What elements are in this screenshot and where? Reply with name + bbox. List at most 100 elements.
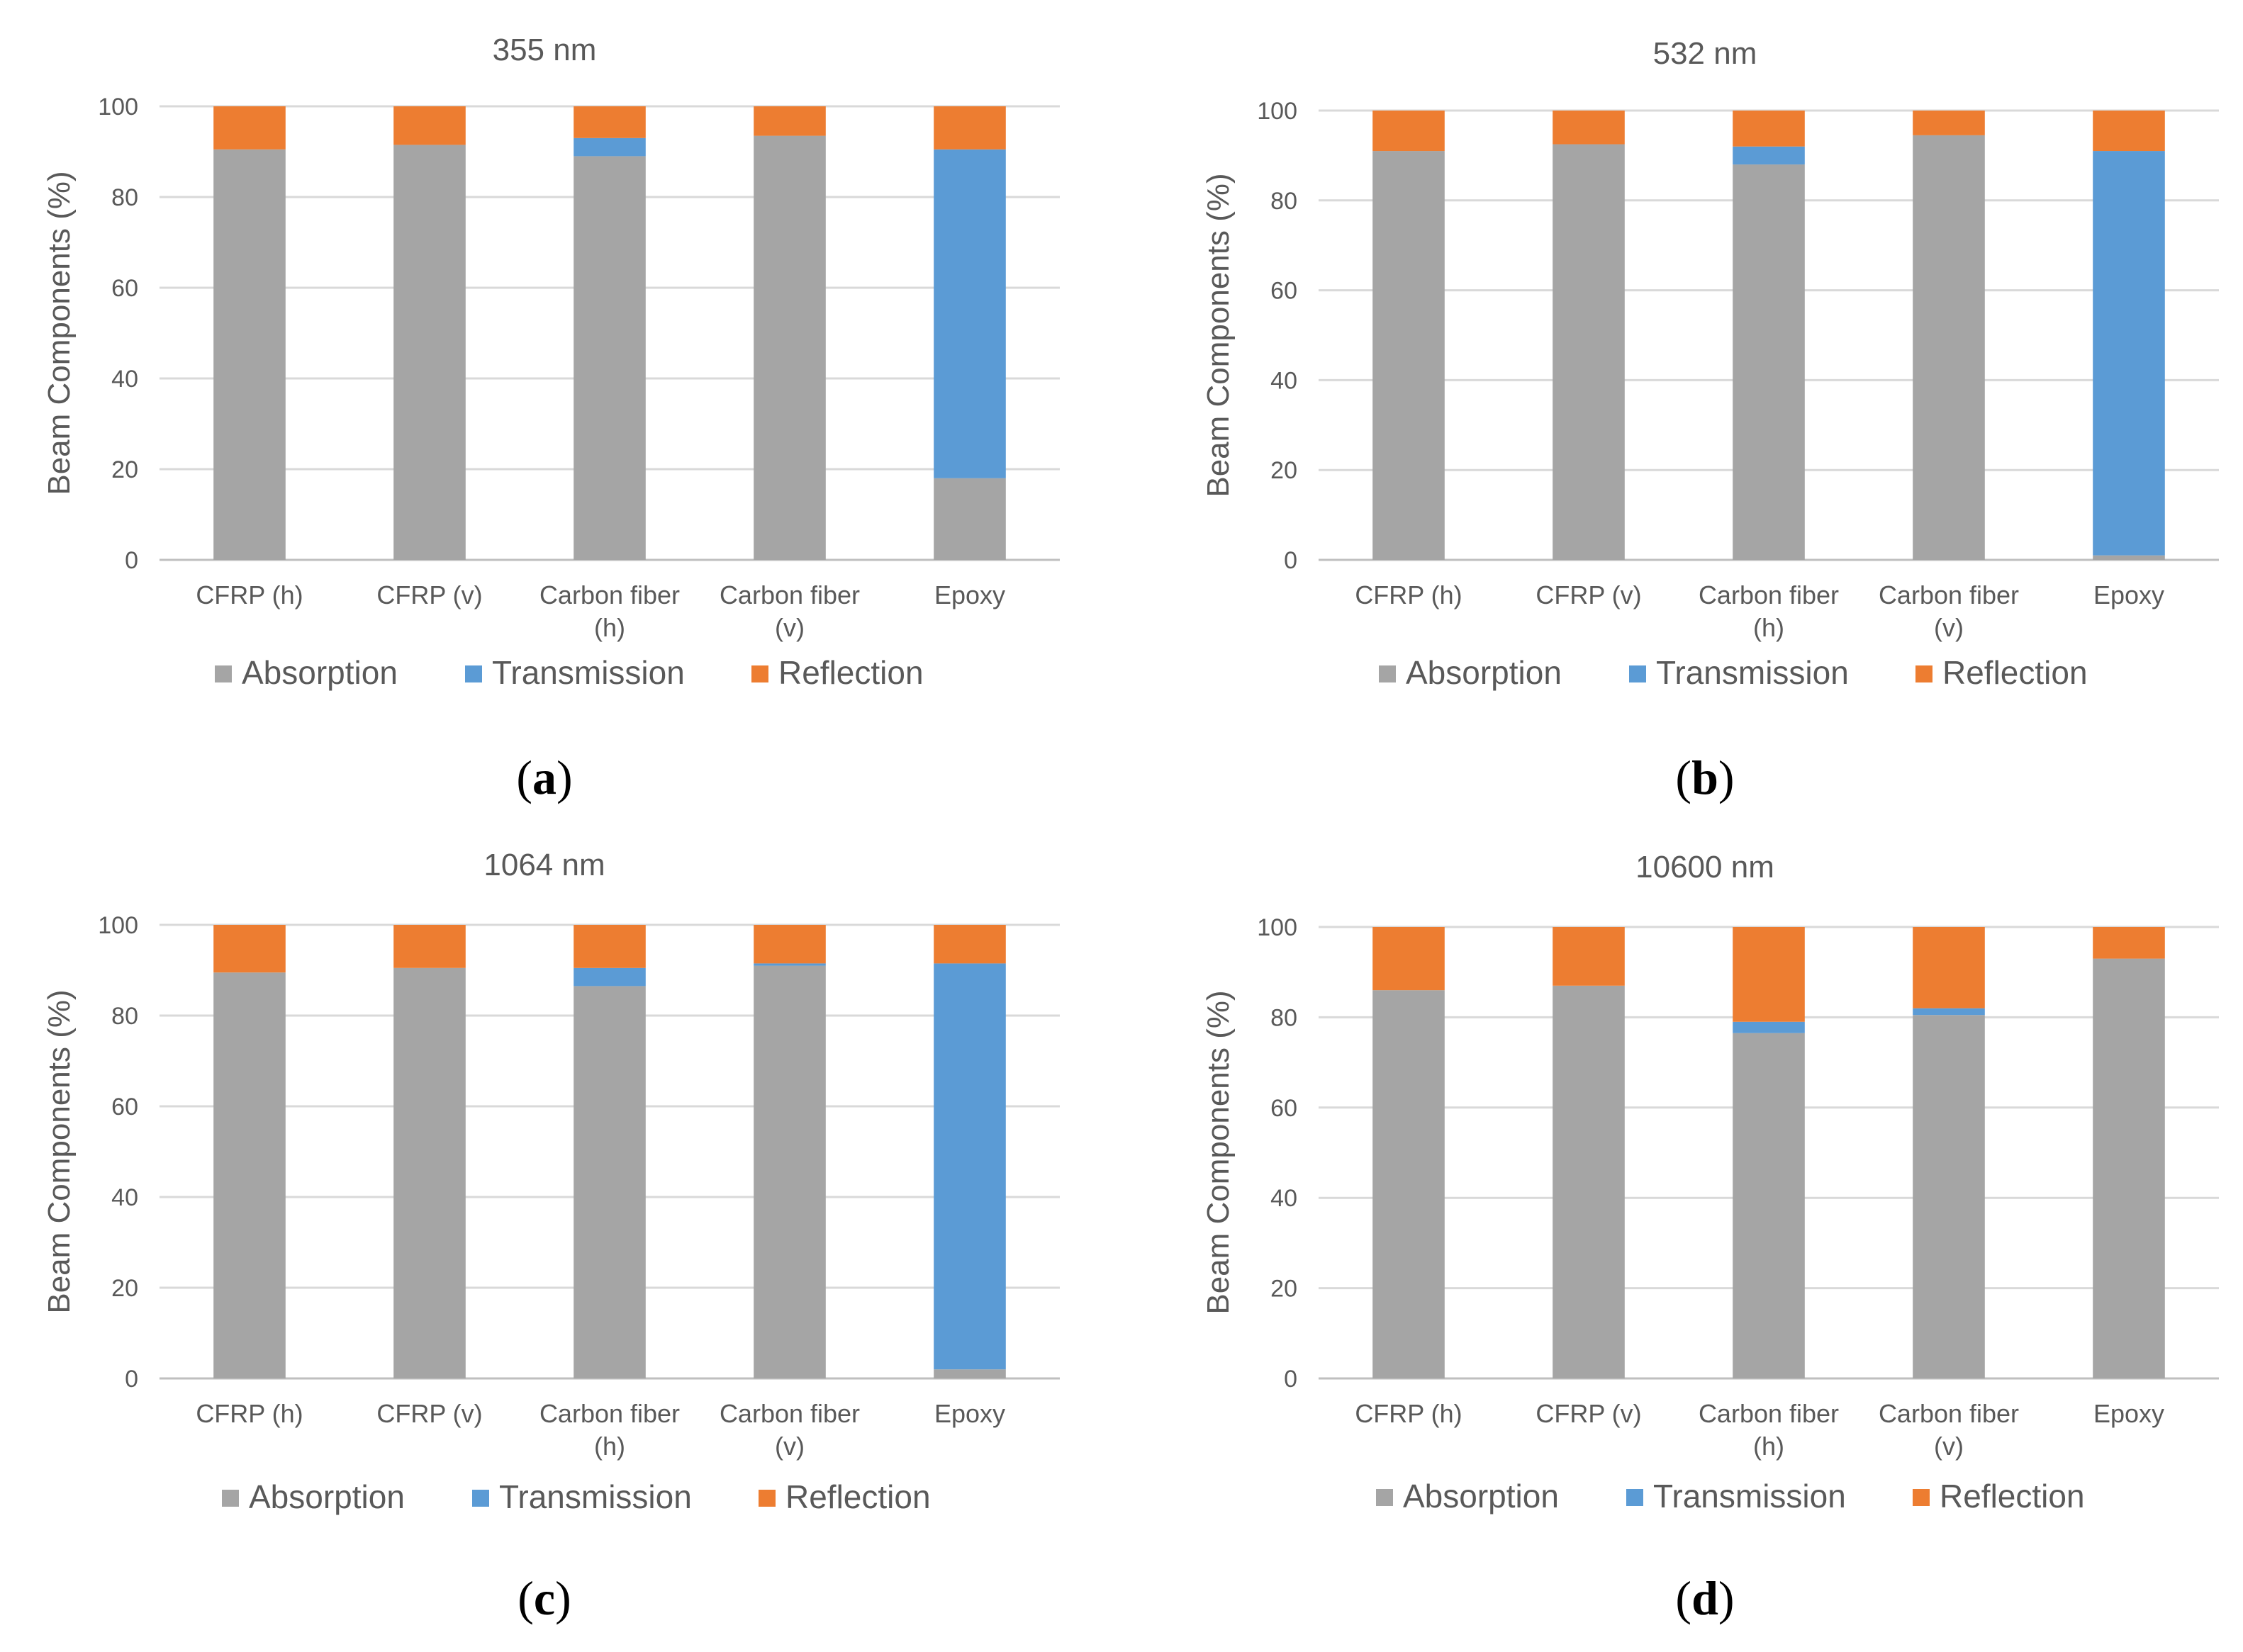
- legend-swatch-reflection: [1913, 1489, 1930, 1506]
- y-tick-label: 0: [1284, 1366, 1297, 1393]
- legend-swatch-reflection: [751, 665, 768, 682]
- y-axis-title: Beam Components (%): [42, 171, 77, 495]
- bar-segment-transmission: [1913, 1008, 1985, 1016]
- y-tick-label: 80: [111, 1003, 138, 1030]
- panel-label: (c): [518, 1571, 571, 1625]
- legend-label-reflection: Reflection: [1942, 654, 2088, 691]
- y-tick-label: 20: [111, 456, 138, 483]
- bar-segment-reflection: [1372, 111, 1445, 152]
- bar-segment-absorption: [1733, 164, 1805, 560]
- y-tick-label: 0: [125, 547, 138, 574]
- x-tick-label: Carbon fiber: [539, 1399, 680, 1428]
- bar-segment-transmission: [1733, 146, 1805, 165]
- y-tick-label: 80: [111, 184, 138, 211]
- bar-segment-reflection: [393, 925, 466, 968]
- legend-swatch-absorption: [1376, 1489, 1393, 1506]
- y-tick-label: 60: [111, 1094, 138, 1120]
- bar-segment-absorption: [1553, 144, 1625, 561]
- legend-label-transmission: Transmission: [1653, 1478, 1846, 1515]
- y-tick-label: 40: [111, 1184, 138, 1211]
- bar-segment-reflection: [1733, 111, 1805, 147]
- bar-segment-reflection: [1733, 927, 1805, 1022]
- x-tick-label: Carbon fiber: [1879, 1399, 2019, 1428]
- legend-swatch-absorption: [1379, 665, 1396, 682]
- bar-segment-absorption: [393, 145, 466, 560]
- bar-segment-reflection: [2093, 927, 2165, 959]
- y-tick-label: 20: [1270, 1276, 1297, 1303]
- bar-segment-absorption: [213, 149, 286, 561]
- bar-segment-absorption: [1372, 151, 1445, 560]
- chart-panel-b: 532 nm 0 20 40 60 80 100 Beam Components (%) CFR…: [1201, 36, 2219, 804]
- bar-segment-transmission: [1733, 1021, 1805, 1033]
- bar-segment-absorption: [934, 478, 1006, 560]
- bar-segment-absorption: [934, 1369, 1006, 1378]
- legend-label-reflection: Reflection: [1940, 1478, 2085, 1515]
- bar-segment-reflection: [574, 925, 646, 968]
- chart-title: 355 nm: [493, 33, 597, 67]
- bar-segment-transmission: [754, 963, 826, 966]
- x-tick-label: Carbon fiber: [1699, 1399, 1839, 1428]
- bar-segment-absorption: [754, 135, 826, 561]
- legend-swatch-absorption: [222, 1490, 239, 1507]
- bar-segment-reflection: [934, 106, 1006, 150]
- bar-segment-absorption: [574, 156, 646, 560]
- bar-segment-reflection: [393, 106, 466, 145]
- x-tick-label: Epoxy: [934, 1399, 1005, 1428]
- legend-label-absorption: Absorption: [1403, 1478, 1559, 1515]
- x-tick-label: CFRP (h): [196, 580, 303, 609]
- x-tick-label: Epoxy: [934, 580, 1005, 609]
- bar-segment-absorption: [393, 967, 466, 1378]
- y-tick-label: 100: [98, 94, 138, 120]
- legend-swatch-reflection: [1915, 665, 1932, 682]
- legend: Absorption Transmission Reflection: [1376, 1478, 2085, 1515]
- x-tick-label: CFRP (v): [376, 1399, 482, 1428]
- bar-segment-reflection: [754, 925, 826, 964]
- bar-segment-absorption: [1913, 135, 1985, 560]
- legend-swatch-transmission: [1626, 1489, 1643, 1506]
- bar-segment-reflection: [1913, 927, 1985, 1008]
- bar-segment-transmission: [934, 963, 1006, 1370]
- panel-label: (a): [516, 751, 572, 804]
- x-tick-label: (h): [1753, 613, 1784, 642]
- chart-panel-d: 10600 nm 0 20 40 60 80 100 Beam Components (%) C…: [1201, 850, 2219, 1625]
- y-tick-label: 60: [1270, 278, 1297, 305]
- y-tick-label: 40: [1270, 1185, 1297, 1212]
- x-tick-label: (h): [1753, 1432, 1784, 1461]
- bar-segment-reflection: [1553, 927, 1625, 986]
- legend: Absorption Transmission Reflection: [1379, 654, 2088, 691]
- bar-segment-absorption: [213, 972, 286, 1378]
- x-tick-label: CFRP (v): [1536, 580, 1641, 609]
- y-tick-label: 20: [1270, 457, 1297, 484]
- bar-segment-reflection: [754, 106, 826, 136]
- x-tick-label: (v): [1934, 1432, 1964, 1461]
- legend-swatch-absorption: [215, 665, 232, 682]
- x-tick-label: CFRP (v): [1536, 1399, 1641, 1428]
- chart-panel-a: 355 nm 0 20 40 60 80 100 Beam Components (%) CFR…: [42, 33, 1060, 804]
- bar-segment-absorption: [1553, 985, 1625, 1378]
- x-tick-label: CFRP (v): [376, 580, 482, 609]
- x-tick-label: CFRP (h): [196, 1399, 303, 1428]
- x-tick-label: Epoxy: [2093, 580, 2164, 609]
- bar-segment-transmission: [2093, 151, 2165, 556]
- y-tick-label: 100: [1257, 914, 1297, 941]
- y-axis-title: Beam Components (%): [42, 989, 77, 1313]
- legend-label-absorption: Absorption: [1406, 654, 1562, 691]
- panel-label: (b): [1675, 751, 1734, 804]
- legend: Absorption Transmission Reflection: [215, 654, 924, 691]
- y-axis-title: Beam Components (%): [1201, 990, 1236, 1314]
- y-tick-label: 100: [1257, 98, 1297, 125]
- y-axis-title: Beam Components (%): [1201, 173, 1236, 497]
- y-tick-label: 80: [1270, 188, 1297, 215]
- bar-segment-reflection: [1372, 927, 1445, 991]
- legend-label-transmission: Transmission: [499, 1478, 692, 1515]
- legend-swatch-transmission: [1629, 665, 1646, 682]
- chart-panel-c: 1064 nm 0 20 40 60 80 100 Beam Components (%) CF…: [42, 848, 1060, 1625]
- bar-segment-transmission: [574, 137, 646, 157]
- legend-label-reflection: Reflection: [785, 1478, 931, 1515]
- panel-label: (d): [1675, 1571, 1734, 1625]
- legend: Absorption Transmission Reflection: [222, 1478, 931, 1515]
- bar-segment-absorption: [574, 986, 646, 1378]
- bar-segment-absorption: [1733, 1033, 1805, 1378]
- bar-segment-transmission: [934, 149, 1006, 478]
- x-tick-label: (h): [594, 1432, 625, 1461]
